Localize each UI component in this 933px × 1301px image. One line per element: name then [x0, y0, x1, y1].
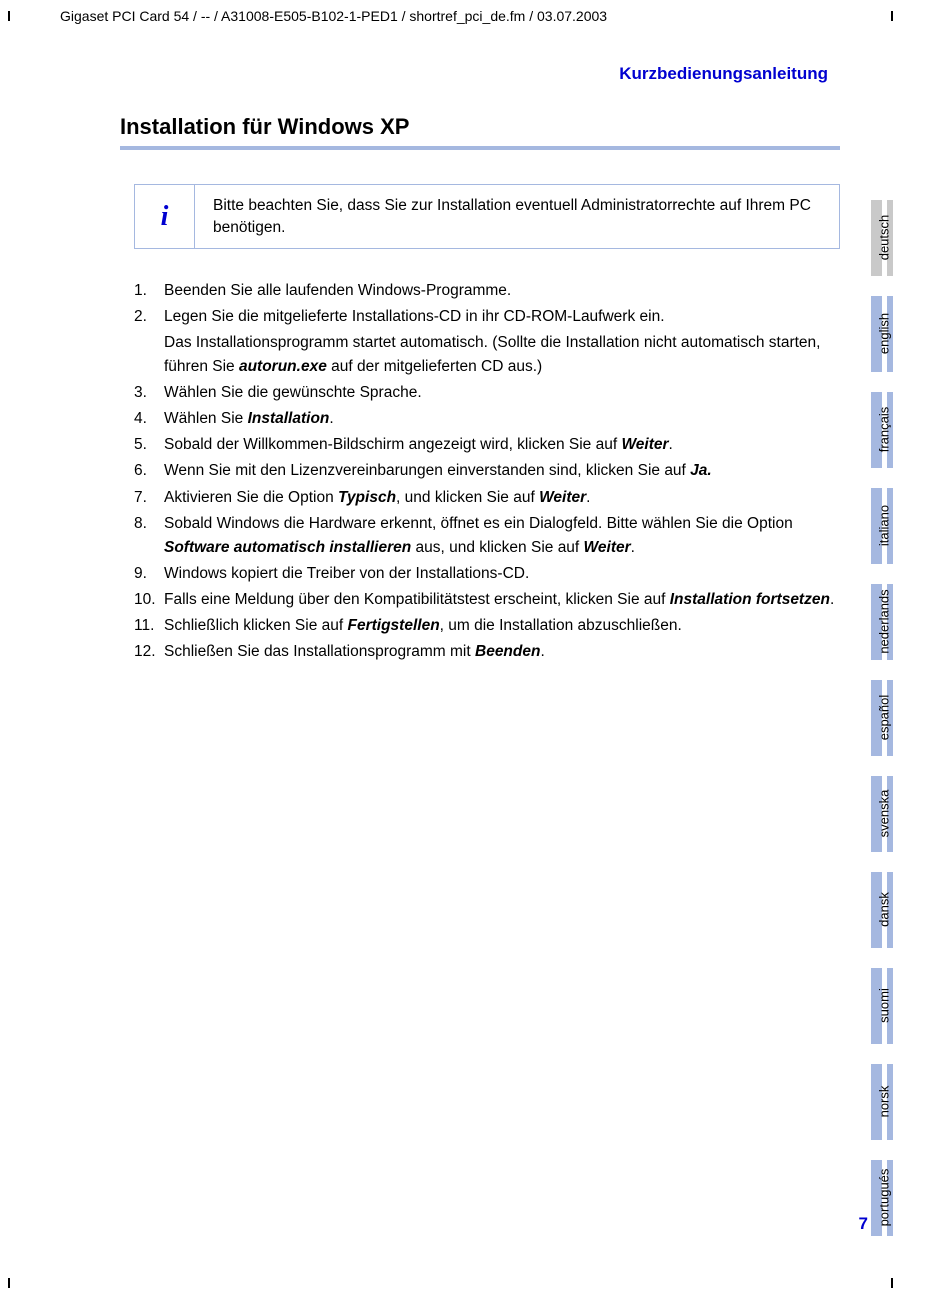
step-item: 5.Sobald der Willkommen-Bildschirm angez… — [134, 433, 840, 457]
step-body: Legen Sie die mitgelieferte Installation… — [164, 305, 840, 379]
info-box: i Bitte beachten Sie, dass Sie zur Insta… — [134, 184, 840, 249]
step-body: Schließlich klicken Sie auf Fertigstelle… — [164, 614, 840, 638]
step-number: 2. — [134, 305, 164, 379]
step-number: 7. — [134, 486, 164, 510]
step-item: 7.Aktivieren Sie die Option Typisch, und… — [134, 486, 840, 510]
info-icon: i — [135, 185, 195, 248]
step-item: 4.Wählen Sie Installation. — [134, 407, 840, 431]
step-item: 8.Sobald Windows die Hardware erkennt, ö… — [134, 512, 840, 560]
tab-label: portugués — [877, 1163, 892, 1233]
step-item: 11.Schließlich klicken Sie auf Fertigste… — [134, 614, 840, 638]
section-title: Installation für Windows XP — [120, 114, 840, 140]
step-body: Wählen Sie Installation. — [164, 407, 840, 431]
crop-mark-tl — [8, 8, 10, 26]
language-tab-portugués[interactable]: portugués — [871, 1160, 893, 1236]
step-body: Sobald Windows die Hardware erkennt, öff… — [164, 512, 840, 560]
step-body: Wählen Sie die gewünschte Sprache. — [164, 381, 840, 405]
step-body: Windows kopiert die Treiber von der Inst… — [164, 562, 840, 586]
step-number: 5. — [134, 433, 164, 457]
language-tab-español[interactable]: español — [871, 680, 893, 756]
language-tab-nederlands[interactable]: nederlands — [871, 584, 893, 660]
tab-label: español — [877, 683, 892, 753]
step-number: 8. — [134, 512, 164, 560]
step-item: 3.Wählen Sie die gewünschte Sprache. — [134, 381, 840, 405]
step-body: Beenden Sie alle laufenden Windows-Progr… — [164, 279, 840, 303]
step-number: 6. — [134, 459, 164, 483]
language-tab-english[interactable]: english — [871, 296, 893, 372]
tab-label: deutsch — [877, 203, 892, 273]
step-number: 4. — [134, 407, 164, 431]
step-item: 12.Schließen Sie das Installationsprogra… — [134, 640, 840, 664]
step-body: Falls eine Meldung über den Kompatibilit… — [164, 588, 840, 612]
header-path: Gigaset PCI Card 54 / -- / A31008-E505-B… — [60, 8, 607, 24]
step-body: Schließen Sie das Installationsprogramm … — [164, 640, 840, 664]
language-tab-dansk[interactable]: dansk — [871, 872, 893, 948]
tab-label: italiano — [877, 491, 892, 561]
step-number: 1. — [134, 279, 164, 303]
step-item: 1.Beenden Sie alle laufenden Windows-Pro… — [134, 279, 840, 303]
language-tab-français[interactable]: français — [871, 392, 893, 468]
language-tab-deutsch[interactable]: deutsch — [871, 200, 893, 276]
language-tab-svenska[interactable]: svenska — [871, 776, 893, 852]
language-tab-italiano[interactable]: italiano — [871, 488, 893, 564]
step-number: 12. — [134, 640, 164, 664]
step-item: 6.Wenn Sie mit den Lizenzvereinbarungen … — [134, 459, 840, 483]
tab-label: suomi — [877, 971, 892, 1041]
tab-label: français — [877, 395, 892, 465]
step-body: Aktivieren Sie die Option Typisch, und k… — [164, 486, 840, 510]
crop-mark-tr — [883, 8, 893, 26]
language-tabs: deutsch english français italiano nederlands… — [871, 200, 899, 1256]
tab-label: norsk — [877, 1067, 892, 1137]
step-body: Wenn Sie mit den Lizenzvereinbarungen ei… — [164, 459, 840, 483]
crop-mark-bl — [8, 1275, 10, 1293]
document-header: Kurzbedienungsanleitung — [120, 64, 840, 84]
step-number: 10. — [134, 588, 164, 612]
step-item: 9.Windows kopiert die Treiber von der In… — [134, 562, 840, 586]
steps-list: 1.Beenden Sie alle laufenden Windows-Pro… — [134, 279, 840, 663]
tab-label: svenska — [877, 779, 892, 849]
step-subtext: Das Installationsprogramm startet automa… — [164, 331, 840, 379]
title-rule — [120, 146, 840, 150]
step-item: 10.Falls eine Meldung über den Kompatibi… — [134, 588, 840, 612]
step-number: 11. — [134, 614, 164, 638]
crop-mark-br — [883, 1275, 893, 1293]
language-tab-suomi[interactable]: suomi — [871, 968, 893, 1044]
step-number: 3. — [134, 381, 164, 405]
page-number: 7 — [859, 1214, 868, 1234]
page-content: Kurzbedienungsanleitung Installation für… — [0, 50, 880, 1250]
language-tab-norsk[interactable]: norsk — [871, 1064, 893, 1140]
step-number: 9. — [134, 562, 164, 586]
tab-label: english — [877, 299, 892, 369]
tab-label: dansk — [877, 875, 892, 945]
step-body: Sobald der Willkommen-Bildschirm angezei… — [164, 433, 840, 457]
step-item: 2.Legen Sie die mitgelieferte Installati… — [134, 305, 840, 379]
tab-label: nederlands — [877, 587, 892, 657]
info-text: Bitte beachten Sie, dass Sie zur Install… — [195, 185, 839, 248]
